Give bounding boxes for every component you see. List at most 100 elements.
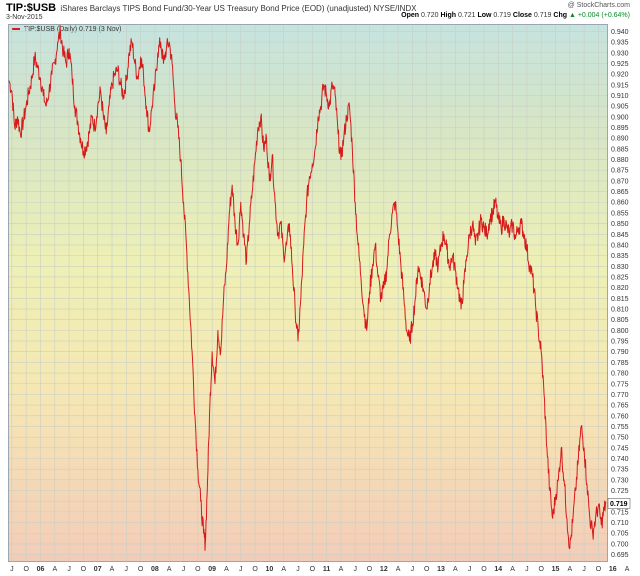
- x-tick-label: J: [525, 566, 529, 573]
- x-tick-label: J: [353, 566, 357, 573]
- x-tick-label: J: [296, 566, 300, 573]
- x-tick-label: O: [481, 566, 487, 573]
- y-tick-label: 0.765: [611, 403, 629, 410]
- y-tick-label: 0.840: [611, 242, 629, 249]
- y-tick-label: 0.925: [611, 61, 629, 68]
- y-tick-label: 0.895: [611, 125, 629, 132]
- x-tick-label: A: [339, 566, 344, 573]
- y-tick-label: 0.875: [611, 168, 629, 175]
- low-value: 0.719: [493, 12, 511, 19]
- y-tick-label: 0.905: [611, 104, 629, 111]
- legend-label: TIP:$USB (Daily) 0.719 (3 Nov): [23, 26, 122, 33]
- y-tick-label: 0.750: [611, 435, 629, 442]
- high-label: High: [440, 12, 457, 19]
- x-tick-label: A: [453, 566, 458, 573]
- y-tick-label: 0.700: [611, 541, 629, 548]
- open-label: Open: [401, 12, 420, 19]
- x-tick-label: O: [138, 566, 144, 573]
- x-tick-label: 11: [323, 566, 331, 573]
- chart-date: 3-Nov-2015: [6, 14, 43, 21]
- x-tick-label: 10: [265, 566, 273, 573]
- high-value: 0.721: [457, 12, 476, 19]
- y-tick-label: 0.870: [611, 178, 629, 185]
- x-tick-label: J: [182, 566, 186, 573]
- x-tick-label: J: [411, 566, 415, 573]
- y-tick-label: 0.745: [611, 445, 629, 452]
- x-tick-label: J: [239, 566, 243, 573]
- y-tick-label: 0.770: [611, 392, 629, 399]
- y-tick-label: 0.835: [611, 253, 629, 260]
- title-line: TIP:$USB iShares Barclays TIPS Bond Fund…: [6, 2, 417, 14]
- y-tick-label: 0.710: [611, 520, 629, 527]
- x-tick-label: O: [538, 566, 544, 573]
- low-label: Low: [477, 12, 492, 19]
- y-tick-label: 0.725: [611, 488, 629, 495]
- y-tick-label: 0.715: [611, 509, 629, 516]
- x-tick-label: J: [468, 566, 472, 573]
- close-value: 0.719: [533, 12, 552, 19]
- x-tick-label: J: [582, 566, 586, 573]
- y-tick-label: 0.865: [611, 189, 629, 196]
- x-tick-label: O: [367, 566, 373, 573]
- y-tick-label: 0.915: [611, 82, 629, 89]
- x-tick-label: O: [596, 566, 602, 573]
- y-tick-label: 0.900: [611, 114, 629, 121]
- x-tick-label: A: [396, 566, 401, 573]
- x-tick-label: 13: [437, 566, 445, 573]
- x-tick-label: 07: [94, 566, 102, 573]
- y-tick-label: 0.920: [611, 72, 629, 79]
- y-tick-label: 0.940: [611, 29, 629, 36]
- x-tick-label: A: [625, 566, 630, 573]
- y-tick-label: 0.885: [611, 146, 629, 153]
- y-tick-label: 0.800: [611, 328, 629, 335]
- series-line: [8, 24, 607, 551]
- series-legend: TIP:$USB (Daily) 0.719 (3 Nov): [12, 26, 121, 33]
- x-tick-label: O: [424, 566, 430, 573]
- y-tick-label: 0.910: [611, 93, 629, 100]
- y-tick-label: 0.825: [611, 274, 629, 281]
- x-tick-label: 12: [380, 566, 388, 573]
- y-tick-label: 0.850: [611, 221, 629, 228]
- y-tick-label: 0.795: [611, 339, 629, 346]
- x-tick-label: J: [67, 566, 71, 573]
- close-label: Close: [512, 12, 532, 19]
- y-tick-label: 0.935: [611, 40, 629, 47]
- x-tick-label: J: [125, 566, 129, 573]
- x-tick-label: A: [224, 566, 229, 573]
- y-tick-label: 0.820: [611, 285, 629, 292]
- x-tick-label: O: [252, 566, 258, 573]
- x-tick-label: A: [567, 566, 572, 573]
- y-tick-label: 0.740: [611, 456, 629, 463]
- y-tick-label: 0.845: [611, 232, 629, 239]
- x-tick-label: A: [510, 566, 515, 573]
- y-tick-label: 0.880: [611, 157, 629, 164]
- y-tick-label: 0.730: [611, 477, 629, 484]
- x-tick-label: 09: [208, 566, 216, 573]
- chart-header: TIP:$USB iShares Barclays TIPS Bond Fund…: [0, 0, 640, 24]
- x-tick-label: A: [281, 566, 286, 573]
- last-value-label: 0.719: [610, 501, 628, 508]
- stockcharts-credit: @ StockCharts.com: [567, 2, 630, 9]
- chg-value: +0.004 (+0.64%): [577, 12, 630, 19]
- legend-swatch-icon: [12, 28, 20, 31]
- y-tick-label: 0.695: [611, 552, 629, 559]
- x-tick-label: 08: [151, 566, 159, 573]
- y-tick-label: 0.760: [611, 413, 629, 420]
- x-tick-label: O: [81, 566, 87, 573]
- x-tick-label: 16: [609, 566, 617, 573]
- y-tick-label: 0.705: [611, 531, 629, 538]
- y-tick-label: 0.815: [611, 296, 629, 303]
- last-value-box: [607, 498, 631, 509]
- y-tick-label: 0.780: [611, 371, 629, 378]
- x-tick-label: O: [310, 566, 316, 573]
- y-tick-label: 0.860: [611, 200, 629, 207]
- y-tick-label: 0.775: [611, 381, 629, 388]
- y-tick-label: 0.785: [611, 360, 629, 367]
- x-tick-label: 06: [37, 566, 45, 573]
- x-tick-label: 15: [552, 566, 560, 573]
- x-tick-label: J: [10, 566, 14, 573]
- y-tick-label: 0.810: [611, 307, 629, 314]
- y-tick-label: 0.890: [611, 136, 629, 143]
- x-tick-label: O: [195, 566, 201, 573]
